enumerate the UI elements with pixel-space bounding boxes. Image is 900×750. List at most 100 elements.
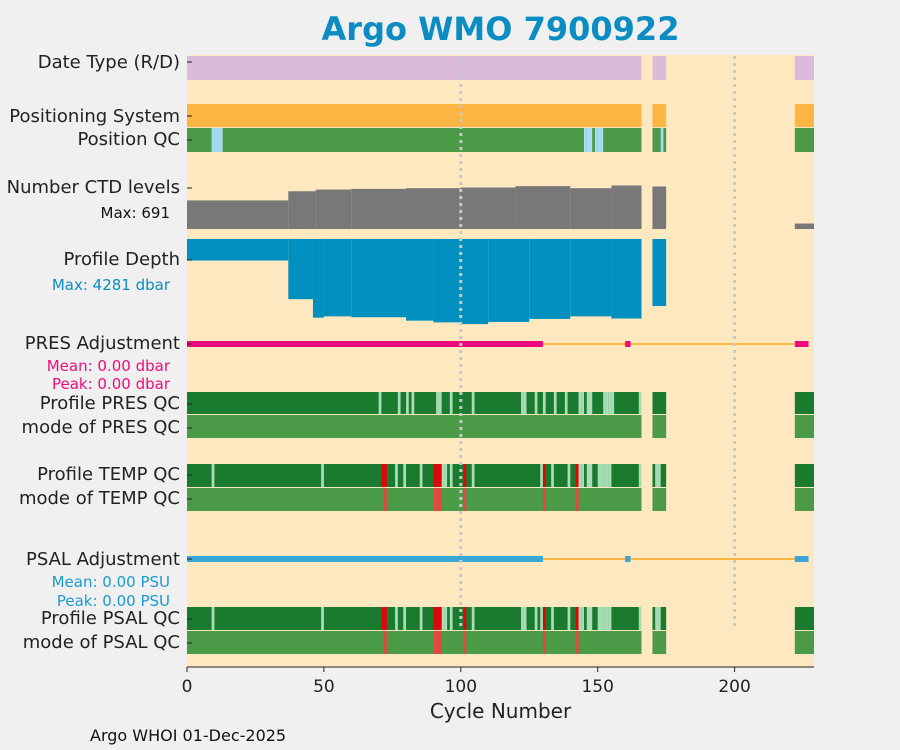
- profile-depth-bar: [488, 239, 530, 322]
- x-tick-label: 50: [313, 677, 335, 697]
- profile-psal-qc-bad-cell: [542, 607, 546, 630]
- mode-psal-qc-bar: [794, 631, 814, 654]
- profile-psal-qc-cell: [589, 607, 593, 630]
- ctd-levels-bar: [794, 223, 814, 229]
- pres-adjustment-thick: [625, 341, 631, 347]
- pres-adjustment-thick: [794, 341, 809, 347]
- profile-temp-qc-cell: [586, 464, 590, 487]
- annotation-psal-mean: Mean: 0.00 PSU: [51, 573, 170, 591]
- mode-temp-qc-bar: [652, 488, 667, 511]
- mode-temp-qc-bar: [187, 488, 642, 511]
- label-profile-depth: Profile Depth: [63, 249, 180, 270]
- profile-depth-bar: [406, 239, 434, 321]
- label-mode-psal-qc: mode of PSAL QC: [22, 632, 180, 653]
- ctd-levels-bar: [315, 189, 352, 229]
- profile-temp-qc-cell: [321, 464, 324, 487]
- profile-pres-qc-cell: [378, 392, 382, 414]
- positioning-system-bar: [187, 104, 642, 127]
- profile-psal-qc-cell: [551, 607, 554, 630]
- profile-psal-qc-bad-cell: [384, 607, 387, 630]
- position-qc-cell: [217, 128, 220, 152]
- profile-psal-qc-cell: [441, 607, 445, 630]
- profile-temp-qc-bar: [794, 464, 814, 487]
- profile-temp-qc-bad-cell: [575, 464, 579, 487]
- profile-psal-qc-cell: [657, 607, 661, 630]
- annotation-ctd-max: Max: 691: [100, 204, 170, 222]
- profile-temp-qc-cell: [581, 464, 585, 487]
- profile-psal-qc-cell: [605, 607, 609, 630]
- label-mode-pres-qc: mode of PRES QC: [21, 417, 180, 438]
- profile-temp-qc-cell: [449, 464, 453, 487]
- profile-temp-qc-cell: [600, 464, 604, 487]
- annotation-pres-mean: Mean: 0.00 dbar: [46, 357, 170, 375]
- label-profile-pres-qc: Profile PRES QC: [39, 393, 180, 414]
- mode-psal-qc-bad-cell: [384, 631, 387, 654]
- profile-psal-qc-cell: [419, 607, 423, 630]
- profile-psal-qc-bad-cell: [463, 607, 467, 630]
- label-positioning-system: Positioning System: [9, 106, 180, 127]
- positioning-system-bar: [652, 104, 667, 127]
- mode-psal-qc-bad-cell: [436, 631, 439, 654]
- profile-temp-qc-bad-cell: [384, 464, 387, 487]
- ctd-levels-bar: [460, 187, 516, 229]
- label-pres-adjustment: PRES Adjustment: [24, 333, 180, 354]
- annotation-depth-max: Max: 4281 dbar: [51, 276, 170, 294]
- profile-temp-qc-cell: [657, 464, 661, 487]
- psal-adjustment-thin: [542, 558, 798, 560]
- profile-psal-qc-cell: [444, 607, 448, 630]
- profile-temp-qc-cell: [403, 464, 407, 487]
- x-tick-label: 0: [182, 677, 193, 697]
- ctd-levels-bar: [570, 188, 612, 229]
- profile-psal-qc-cell: [321, 607, 324, 630]
- psal-adjustment-thick: [187, 556, 543, 562]
- annotation-pres-peak: Peak: 0.00 dbar: [51, 375, 170, 393]
- profile-pres-qc-cell: [438, 392, 442, 414]
- profile-pres-qc-bar: [187, 392, 642, 414]
- profile-pres-qc-cell: [542, 392, 546, 414]
- profile-depth-bar: [312, 239, 324, 318]
- position-qc-bar: [652, 128, 667, 152]
- profile-depth-bar: [351, 239, 407, 318]
- profile-temp-qc-cell: [211, 464, 215, 487]
- profile-depth-bar: [460, 239, 489, 325]
- profile-psal-qc-bad-cell: [436, 607, 439, 630]
- date-type-bar: [652, 56, 667, 80]
- profile-temp-qc-cell: [578, 464, 582, 487]
- profile-psal-qc-cell: [597, 607, 601, 630]
- psal-adjustment-thick: [625, 556, 631, 562]
- position-qc-cell: [589, 128, 593, 152]
- date-type-bar: [794, 56, 814, 80]
- profile-temp-qc-cell: [444, 464, 448, 487]
- profile-temp-qc-cell: [597, 464, 601, 487]
- x-axis-label: Cycle Number: [429, 699, 572, 723]
- mode-psal-qc-bad-cell: [433, 631, 437, 654]
- profile-pres-qc-cell: [611, 392, 615, 414]
- profile-psal-qc-cell: [403, 607, 407, 630]
- profile-psal-qc-cell: [578, 607, 582, 630]
- profile-depth-bar: [288, 239, 313, 300]
- profile-psal-qc-cell: [600, 607, 604, 630]
- label-psal-adjustment: PSAL Adjustment: [25, 549, 180, 570]
- profile-depth-bar: [611, 239, 642, 319]
- profile-psal-qc-cell: [449, 607, 453, 630]
- profile-pres-qc-cell: [534, 392, 538, 414]
- position-qc-cell: [219, 128, 223, 152]
- profile-temp-qc-cell: [441, 464, 445, 487]
- chart-title: Argo WMO 7900922: [321, 10, 680, 48]
- profile-psal-qc-cell: [586, 607, 590, 630]
- pres-adjustment-thin: [542, 343, 798, 345]
- profile-psal-qc-cell: [523, 607, 527, 630]
- profile-pres-qc-cell: [471, 392, 475, 414]
- ctd-levels-bar: [288, 191, 316, 229]
- psal-adjustment-thick: [794, 556, 809, 562]
- position-qc-bar: [794, 128, 814, 152]
- ctd-levels-bar: [652, 186, 667, 229]
- position-qc-cell: [586, 128, 590, 152]
- position-qc-cell: [597, 128, 601, 152]
- profile-pres-qc-cell: [406, 392, 409, 414]
- profile-pres-qc-cell: [397, 392, 401, 414]
- profile-depth-bar: [529, 239, 571, 319]
- label-position-qc: Position QC: [77, 129, 180, 150]
- profile-psal-qc-cell: [395, 607, 398, 630]
- profile-pres-qc-cell: [436, 392, 439, 414]
